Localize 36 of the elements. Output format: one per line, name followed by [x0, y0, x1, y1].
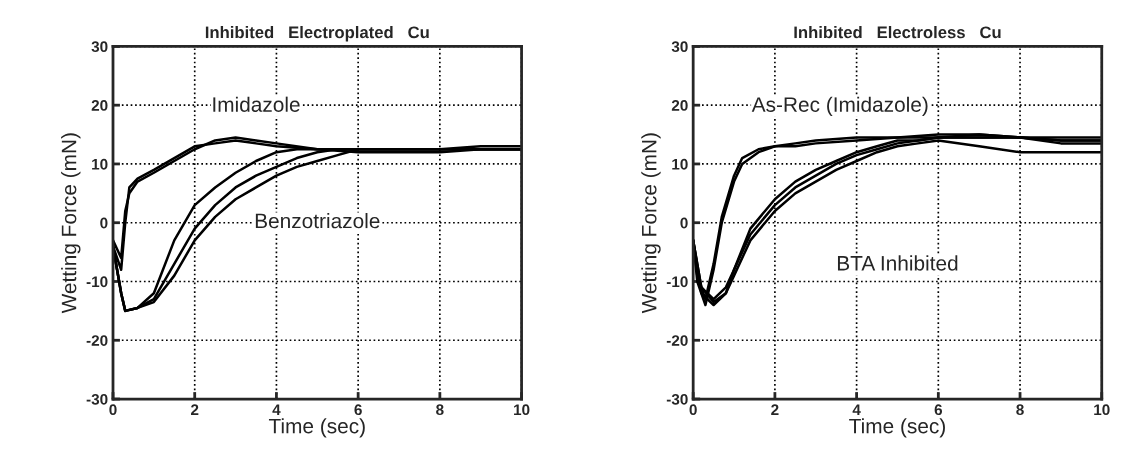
x-axis-title: Time (sec) — [849, 418, 945, 438]
annotation: Benzotriazole — [255, 213, 380, 229]
x-tick-label: 10 — [1094, 404, 1110, 416]
y-tick-label: -30 — [86, 393, 108, 405]
y-tick-label: 10 — [92, 158, 108, 170]
annotation: Imidazole — [213, 96, 300, 112]
chart-title: Inhibited Electroless Cu — [794, 25, 1001, 39]
y-tick-label: -30 — [666, 393, 688, 405]
x-tick-label: 8 — [436, 404, 444, 416]
x-tick-label: 0 — [109, 404, 117, 416]
annotation: As-Rec (Imidazole) — [751, 96, 928, 117]
x-tick-label: 2 — [771, 404, 779, 415]
y-tick-label: -10 — [86, 276, 108, 288]
annotation: BTA Inhibited — [837, 255, 958, 271]
x-tick-label: 10 — [514, 404, 530, 416]
x-axis-title: Time (sec) — [268, 418, 365, 438]
y-tick-label: 0 — [100, 217, 108, 229]
y-axis-title: Wetting Force (mN) — [641, 133, 661, 314]
y-tick-label: 30 — [671, 41, 688, 53]
y-tick-label: 0 — [680, 217, 688, 229]
x-tick-label: 6 — [354, 404, 362, 416]
y-tick-label: 10 — [672, 158, 688, 170]
chart-title: Inhibited Electroplated Cu — [205, 25, 429, 42]
y-tick-label: -20 — [86, 335, 108, 346]
y-tick-label: 20 — [671, 100, 688, 111]
x-tick-label: 8 — [1016, 404, 1024, 416]
x-tick-label: 0 — [689, 404, 697, 416]
x-tick-label: 6 — [934, 404, 943, 416]
x-tick-label: 4 — [852, 404, 861, 415]
y-tick-label: -10 — [666, 276, 688, 288]
x-tick-label: 2 — [191, 404, 199, 415]
x-tick-label: 4 — [272, 404, 281, 415]
y-tick-label: -20 — [666, 335, 688, 346]
y-tick-label: 20 — [91, 100, 108, 111]
y-tick-label: 30 — [91, 41, 108, 53]
y-axis-title: Wetting Force (mN) — [61, 133, 81, 314]
